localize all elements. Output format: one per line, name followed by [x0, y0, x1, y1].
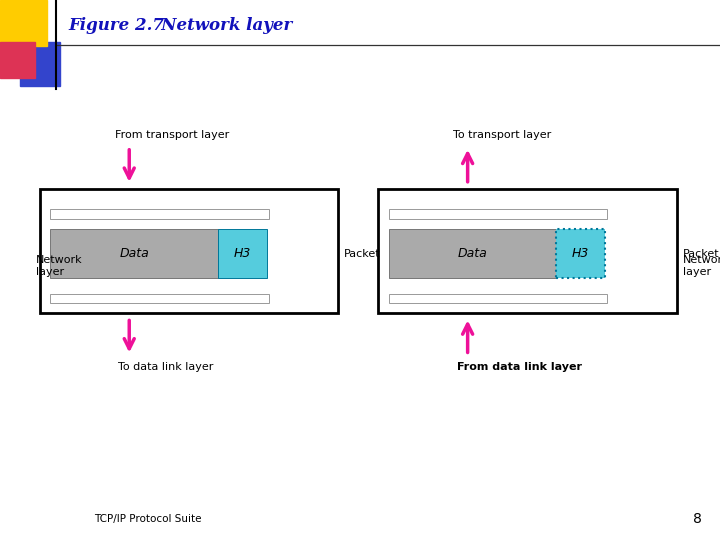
Text: Packet: Packet — [683, 248, 719, 259]
Bar — [50, 229, 217, 279]
Text: Data: Data — [458, 247, 487, 260]
Text: H3: H3 — [572, 247, 590, 260]
Bar — [389, 209, 607, 219]
Bar — [556, 229, 606, 279]
Text: Network
layer: Network layer — [683, 255, 720, 277]
Bar — [0, 0, 47, 46]
Text: Network
layer: Network layer — [36, 255, 83, 277]
Text: 8: 8 — [693, 512, 702, 526]
Bar — [0, 42, 35, 78]
Text: Network layer: Network layer — [144, 17, 292, 35]
Bar — [217, 229, 267, 279]
Text: To data link layer: To data link layer — [118, 362, 214, 372]
Text: From transport layer: From transport layer — [115, 130, 229, 140]
Bar — [378, 189, 677, 313]
Bar — [20, 42, 60, 86]
Text: TCP/IP Protocol Suite: TCP/IP Protocol Suite — [94, 515, 201, 524]
Bar — [50, 209, 269, 219]
Bar — [389, 229, 556, 279]
Bar — [40, 189, 338, 313]
Bar — [389, 294, 607, 303]
Text: Figure 2.7: Figure 2.7 — [68, 17, 164, 35]
Text: To transport layer: To transport layer — [454, 130, 552, 140]
Text: Packet: Packet — [344, 248, 381, 259]
Text: From data link layer: From data link layer — [456, 362, 582, 372]
Text: H3: H3 — [234, 247, 251, 260]
Bar — [50, 294, 269, 303]
Text: Data: Data — [120, 247, 149, 260]
